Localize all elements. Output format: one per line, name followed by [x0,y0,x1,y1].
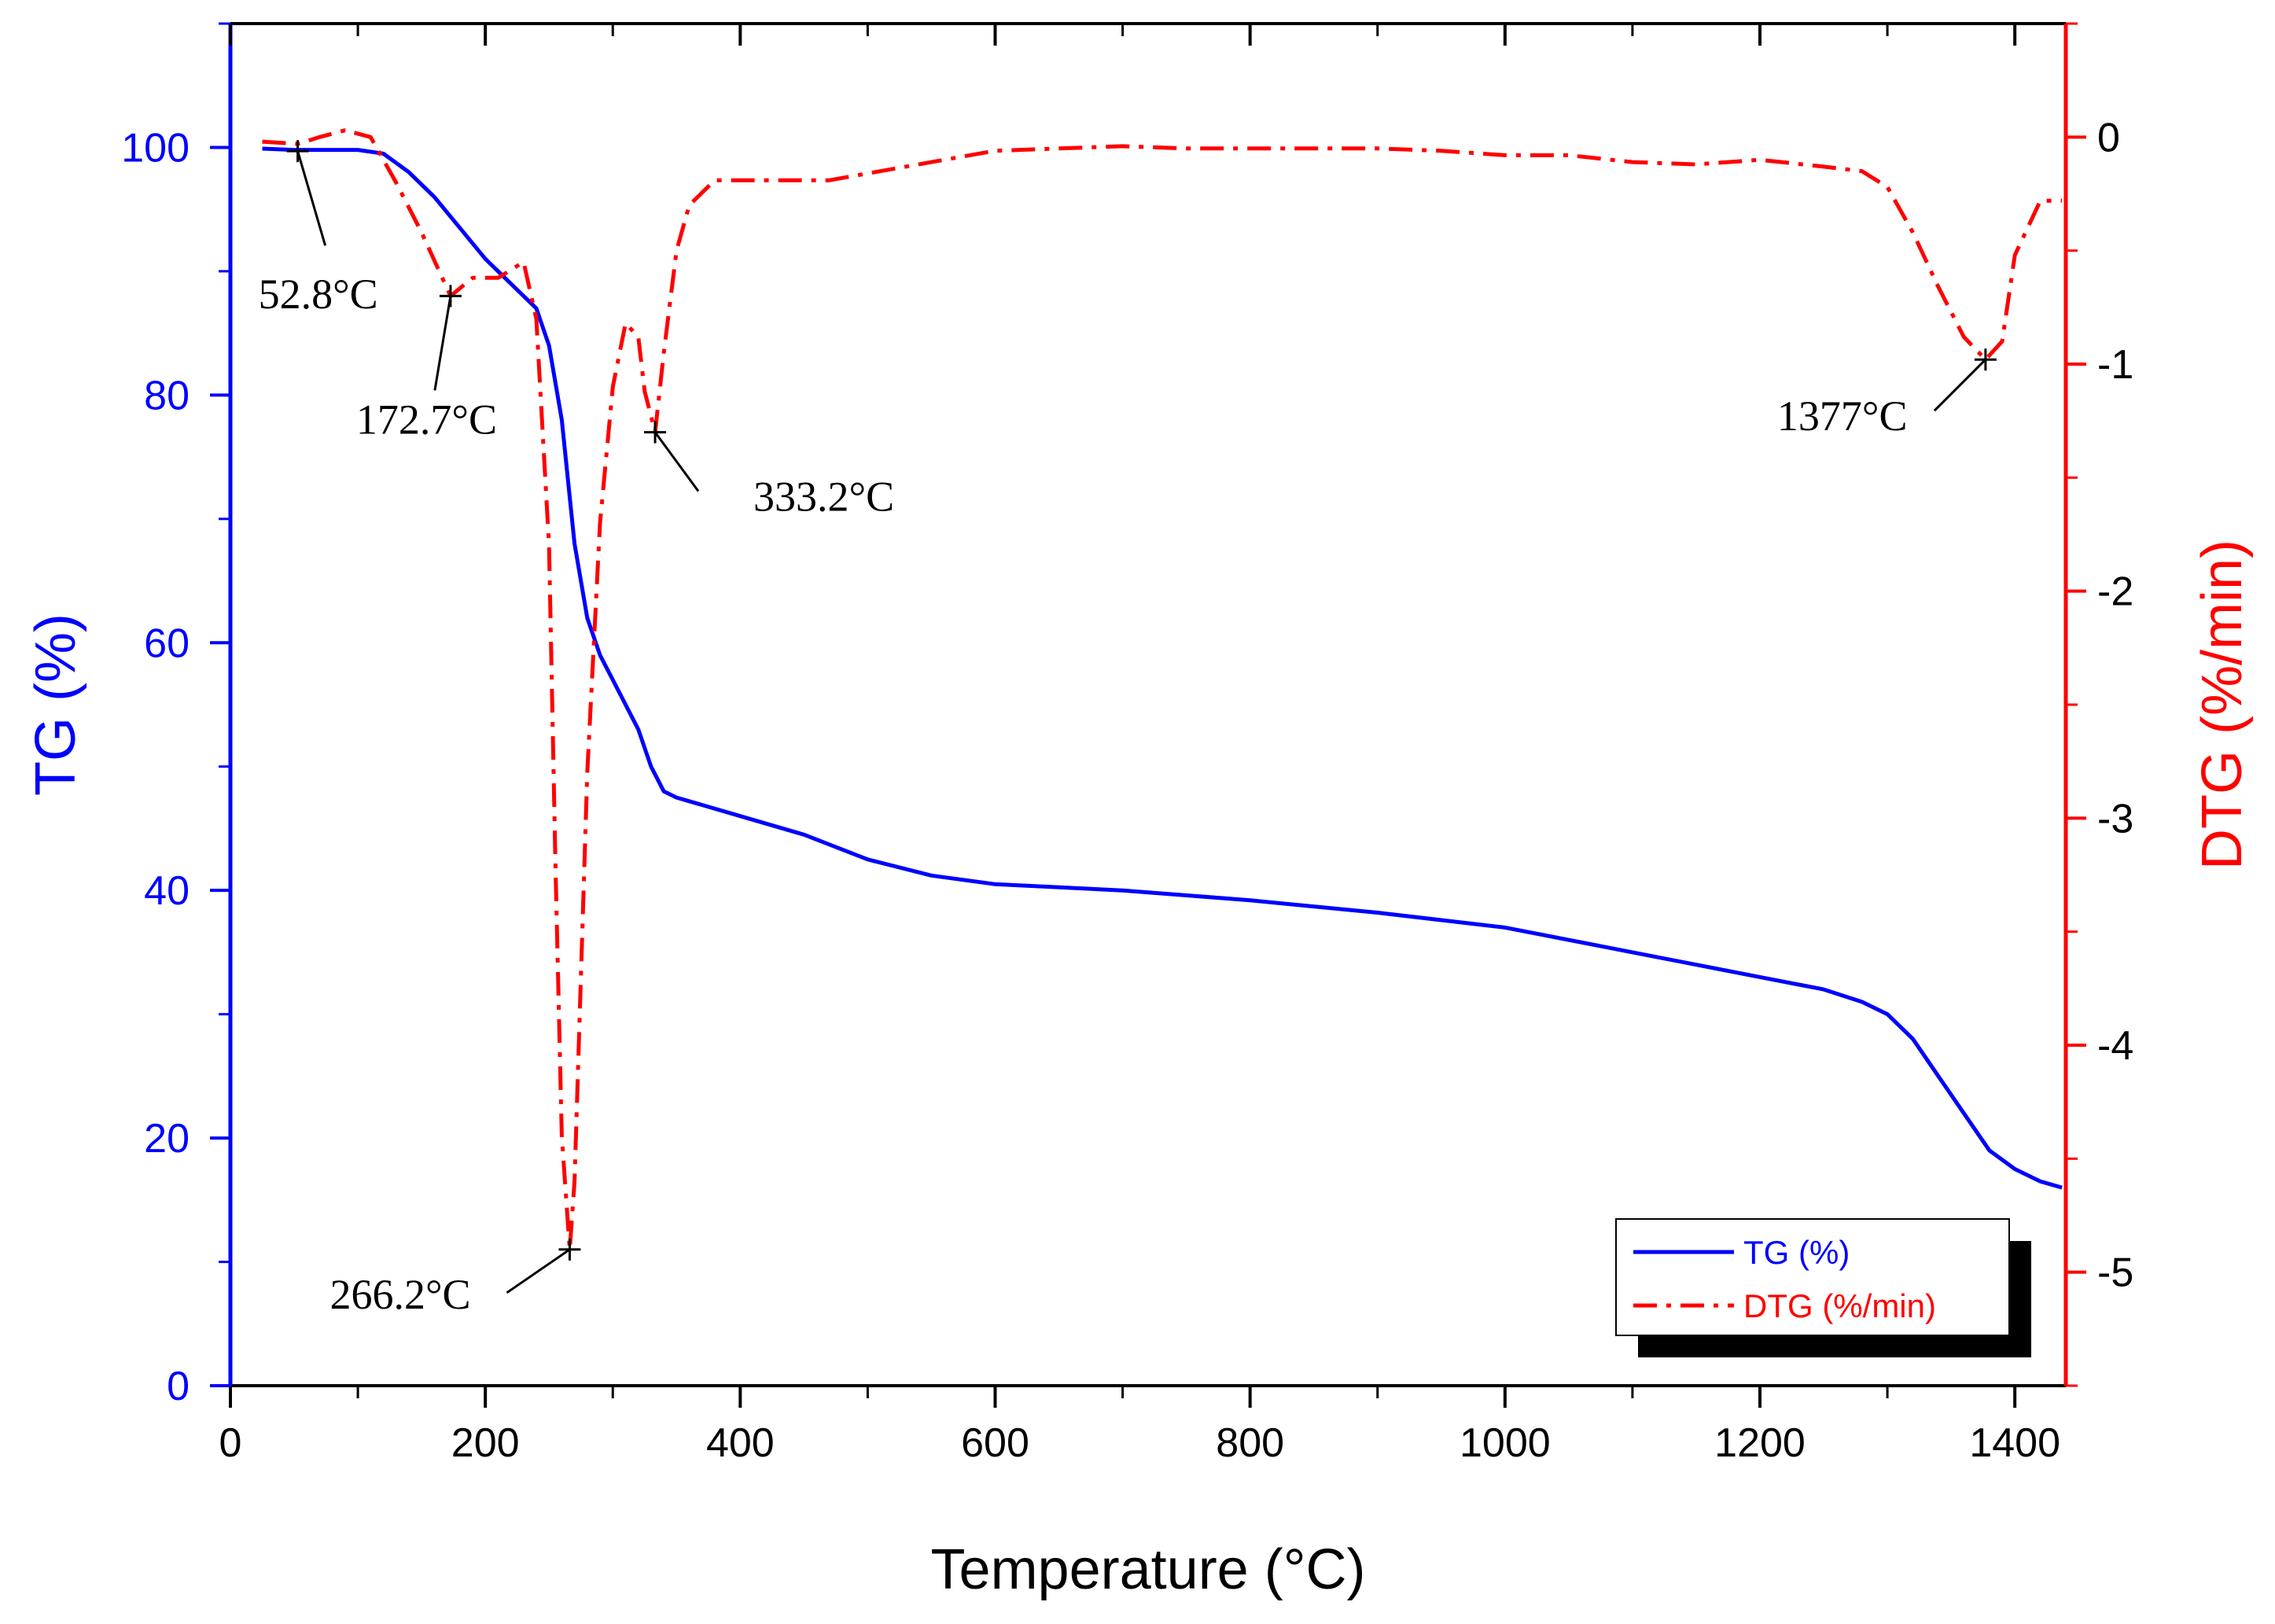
tg-series-line [262,146,2063,1190]
plot-layer [262,128,2063,1252]
x-tick-label: 200 [451,1420,520,1466]
y-tick-label: 20 [144,1116,190,1162]
y2-tick-label: -1 [2097,342,2133,388]
y2-tick-label: 0 [2097,115,2120,160]
x-tick-label: 600 [961,1420,1029,1466]
x-tick-label: 1200 [1714,1420,1806,1466]
y2-tick-label: -2 [2097,569,2133,615]
dtg-series-line [262,128,2063,1252]
y2-tick-label: -3 [2097,796,2133,841]
annotation-leader-line [1933,359,1986,412]
legend-box [1615,1218,2010,1336]
legend-tg-label: TG (%) [1743,1234,1850,1271]
y2-tick-label: -5 [2097,1250,2133,1296]
annotation-layer: 52.8°C 172.7°C 266.2°C 333.2°C 1377°C [259,140,1997,1318]
legend: TG (%) DTG (%/min) [1615,1218,2031,1357]
annotation-leader-line [506,1248,571,1294]
annotation-label: 172.7°C [356,396,497,443]
y-tick-label: 0 [167,1364,190,1409]
x-axis-title: Temperature (°C) [931,1538,1366,1601]
annotation-leader-line [433,296,452,391]
y2-tick-label: -4 [2097,1023,2133,1069]
y-tick-label: 100 [121,125,190,171]
legend-dtg-label: DTG (%/min) [1743,1287,1936,1324]
annotation-label: 52.8°C [259,271,378,318]
x-tick-label: 800 [1216,1420,1284,1466]
y2-axis-title: DTG (%/min) [2191,539,2254,870]
y-tick-label: 40 [144,868,190,914]
y-tick-label: 80 [144,373,190,418]
y-axis-title: TG (%) [24,613,87,796]
annotation-label: 1377°C [1777,392,1908,440]
annotation-leader-line [653,431,700,492]
x-tick-label: 400 [706,1420,775,1466]
annotation-leader-line [296,150,327,246]
annotation-label: 266.2°C [329,1271,470,1318]
x-tick-label: 1400 [1969,1420,2060,1466]
annotation-label: 333.2°C [753,473,894,521]
x-tick-label: 0 [219,1420,242,1466]
y-tick-label: 60 [144,621,190,666]
x-tick-label: 1000 [1460,1420,1551,1466]
axes-layer: 0 200 400 600 800 1000 1200 1400 0 20 40 60 80 100 -5 -… [24,22,2254,1601]
